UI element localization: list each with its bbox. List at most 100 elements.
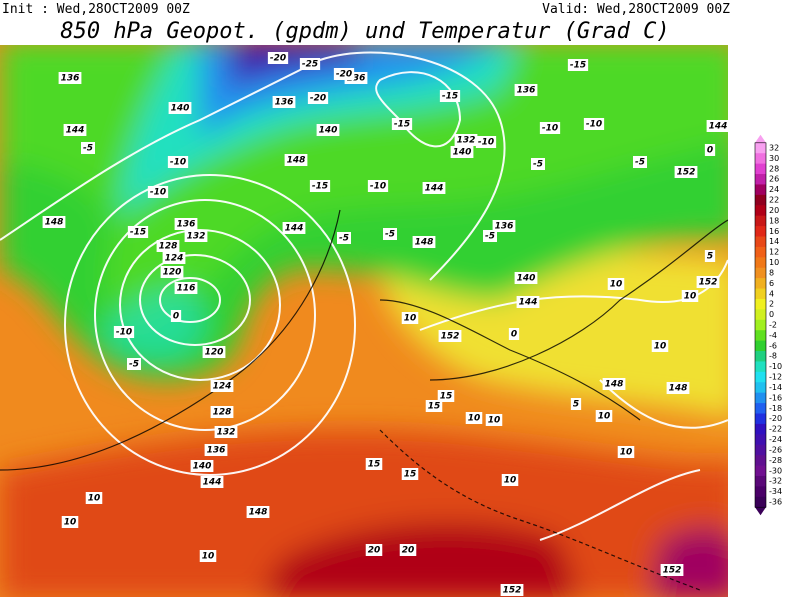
map-title: 850 hPa Geopot. (gpdm) und Temperatur (G… xyxy=(60,19,669,44)
colorbar-label: 6 xyxy=(769,279,774,288)
contour-label-box xyxy=(516,296,540,308)
contour-label-box xyxy=(174,282,198,294)
contour-label-text: 120 xyxy=(205,348,224,358)
contour-label-text: -10 xyxy=(586,120,602,130)
contour-label-text: 152 xyxy=(677,168,696,178)
contour-label-box xyxy=(531,158,545,170)
contour-label-text: 144 xyxy=(66,126,85,136)
contour-label-box xyxy=(454,134,478,146)
colorbar-swatch xyxy=(755,496,766,508)
contour-label-box xyxy=(539,122,561,134)
contour-label-box xyxy=(607,278,625,290)
contour-label-box xyxy=(204,444,228,456)
colorbar-swatch xyxy=(755,153,766,165)
contour-label-text: -10 xyxy=(542,124,558,134)
contour-label-text: -25 xyxy=(302,60,318,70)
contour-label: 140 xyxy=(316,124,340,136)
contour-label-box xyxy=(465,412,483,424)
contour-label-box xyxy=(651,340,669,352)
contour-label-text: 136 xyxy=(61,74,80,84)
contour-label-box xyxy=(200,476,224,488)
contour-label-box xyxy=(127,358,141,370)
contour-label: 20 xyxy=(365,544,383,556)
contour-label-text: -10 xyxy=(478,138,494,148)
colorbar-swatch xyxy=(755,205,766,217)
contour-label-box xyxy=(660,564,684,576)
colorbar-swatch xyxy=(755,371,766,383)
contour-label-text: 10 xyxy=(202,552,215,562)
contour-label-text: 10 xyxy=(488,416,501,426)
contour-label-box xyxy=(633,156,647,168)
contour-label-text: 15 xyxy=(440,392,453,402)
contour-label: 10 xyxy=(501,474,519,486)
contour-label-box xyxy=(61,516,79,528)
colorbar-swatch xyxy=(755,319,766,331)
contour-label: -5 xyxy=(81,142,95,154)
contour-label: 15 xyxy=(401,468,419,480)
colorbar-swatch xyxy=(755,267,766,279)
colorbar-label: 4 xyxy=(769,289,774,298)
contour-label: 10 xyxy=(401,312,419,324)
contour-label-box xyxy=(63,124,87,136)
contour-label-text: 128 xyxy=(213,408,232,418)
contour-label: 144 xyxy=(422,182,446,194)
contour-label: 152 xyxy=(696,276,720,288)
contour-label: 148 xyxy=(246,506,270,518)
colorbar-swatch xyxy=(755,215,766,227)
contour-label-text: 10 xyxy=(598,412,611,422)
contour-label-text: -5 xyxy=(635,158,645,168)
contour-label-text: 144 xyxy=(203,478,222,488)
contour-label-text: 136 xyxy=(177,220,196,230)
contour-label-text: -15 xyxy=(570,61,586,71)
contour-label-text: 140 xyxy=(453,148,472,158)
colorbar-swatch xyxy=(755,434,766,446)
contour-label-text: 124 xyxy=(213,382,232,392)
colorbar: 32302826242220181614121086420-2-4-6-8-10… xyxy=(754,134,782,516)
contour-label-box xyxy=(333,68,355,80)
contour-label: -5 xyxy=(383,228,397,240)
contour-label-text: 144 xyxy=(425,184,444,194)
contour-label-text: 10 xyxy=(468,414,481,424)
colorbar-swatch xyxy=(755,226,766,237)
contour-label-box xyxy=(438,330,462,342)
contour-label-box xyxy=(617,446,635,458)
contour-label: 136 xyxy=(174,218,198,230)
colorbar-swatch xyxy=(755,246,766,258)
contour-label: 10 xyxy=(681,290,699,302)
colorbar-swatch xyxy=(755,403,766,414)
contour-label-text: 152 xyxy=(503,586,522,596)
colorbar-swatch xyxy=(755,340,766,352)
colorbar-label: 20 xyxy=(769,206,779,215)
contour-label-box xyxy=(246,506,270,518)
contour-label: 15 xyxy=(425,400,443,412)
contour-label-box xyxy=(282,222,306,234)
contour-label-text: 144 xyxy=(519,298,538,308)
contour-label-text: 10 xyxy=(610,280,623,290)
colorbar-label: 24 xyxy=(769,185,779,194)
colorbar-label: -30 xyxy=(769,466,782,475)
contour-label-text: 140 xyxy=(193,462,212,472)
contour-label-box xyxy=(162,252,186,264)
contour-label-text: 5 xyxy=(573,400,579,410)
contour-label: 148 xyxy=(412,236,436,248)
contour-label-box xyxy=(85,492,103,504)
contour-label: 132 xyxy=(454,134,478,146)
contour-label-text: 144 xyxy=(285,224,304,234)
colorbar-swatch xyxy=(755,184,766,196)
colorbar-label: 26 xyxy=(769,175,779,184)
colorbar-label: -20 xyxy=(769,414,782,423)
contour-label-text: -5 xyxy=(533,160,543,170)
contour-label-box xyxy=(299,58,321,70)
contour-label: 140 xyxy=(450,146,474,158)
contour-label: 20 xyxy=(399,544,417,556)
contour-label: 10 xyxy=(607,278,625,290)
contour-label-box xyxy=(365,544,383,556)
contour-label: -10 xyxy=(539,122,561,134)
contour-label: 140 xyxy=(168,102,192,114)
contour-label-text: 116 xyxy=(177,284,196,294)
contour-label-box xyxy=(167,156,189,168)
colorbar-swatch xyxy=(755,163,766,175)
colorbar-swatch xyxy=(755,236,766,248)
contour-label: -25 xyxy=(299,58,321,70)
colorbar-top-tip xyxy=(755,134,766,143)
